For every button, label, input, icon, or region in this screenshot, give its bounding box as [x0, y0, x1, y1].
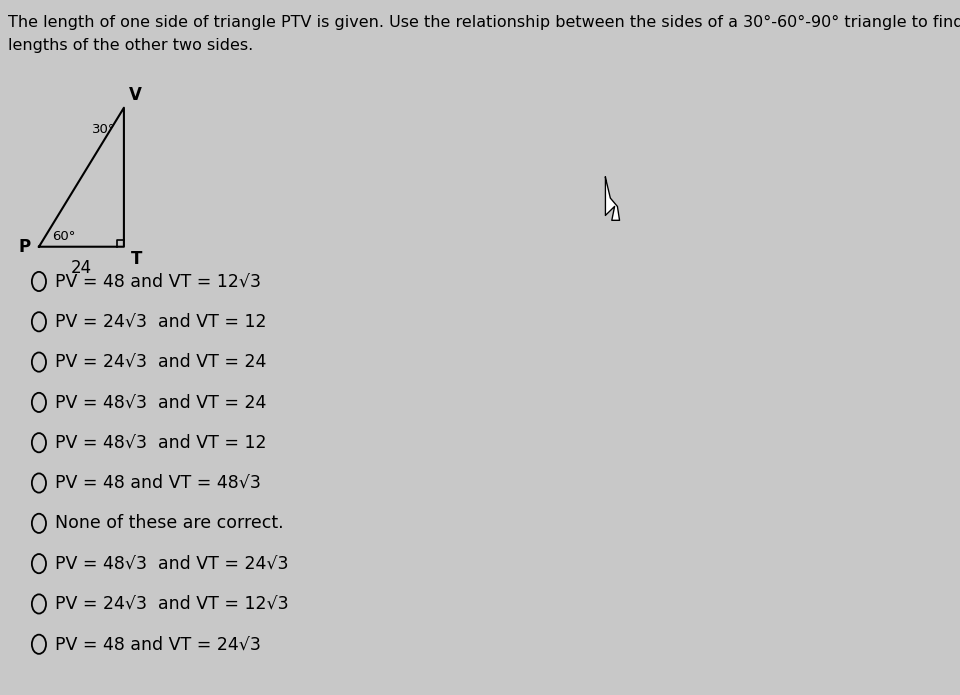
Polygon shape	[606, 177, 619, 220]
Text: V: V	[129, 86, 142, 104]
Text: PV = 48√3  and VT = 12: PV = 48√3 and VT = 12	[55, 434, 266, 452]
Text: PV = 48 and VT = 24√3: PV = 48 and VT = 24√3	[55, 635, 260, 653]
Text: T: T	[131, 250, 142, 268]
Text: PV = 48 and VT = 12√3: PV = 48 and VT = 12√3	[55, 272, 260, 291]
Text: 30°: 30°	[92, 123, 115, 136]
Text: PV = 48 and VT = 48√3: PV = 48 and VT = 48√3	[55, 474, 260, 492]
Text: The length of one side of triangle PTV is given. Use the relationship between th: The length of one side of triangle PTV i…	[9, 15, 960, 31]
Text: 60°: 60°	[52, 230, 75, 243]
Text: PV = 48√3  and VT = 24√3: PV = 48√3 and VT = 24√3	[55, 555, 288, 573]
Text: PV = 24√3  and VT = 24: PV = 24√3 and VT = 24	[55, 353, 266, 371]
Text: PV = 48√3  and VT = 24: PV = 48√3 and VT = 24	[55, 393, 266, 411]
Text: PV = 24√3  and VT = 12√3: PV = 24√3 and VT = 12√3	[55, 595, 288, 613]
Text: PV = 24√3  and VT = 12: PV = 24√3 and VT = 12	[55, 313, 266, 331]
Text: None of these are correct.: None of these are correct.	[55, 514, 283, 532]
Text: lengths of the other two sides.: lengths of the other two sides.	[9, 38, 253, 54]
Text: 24: 24	[71, 259, 92, 277]
Text: P: P	[18, 238, 31, 256]
